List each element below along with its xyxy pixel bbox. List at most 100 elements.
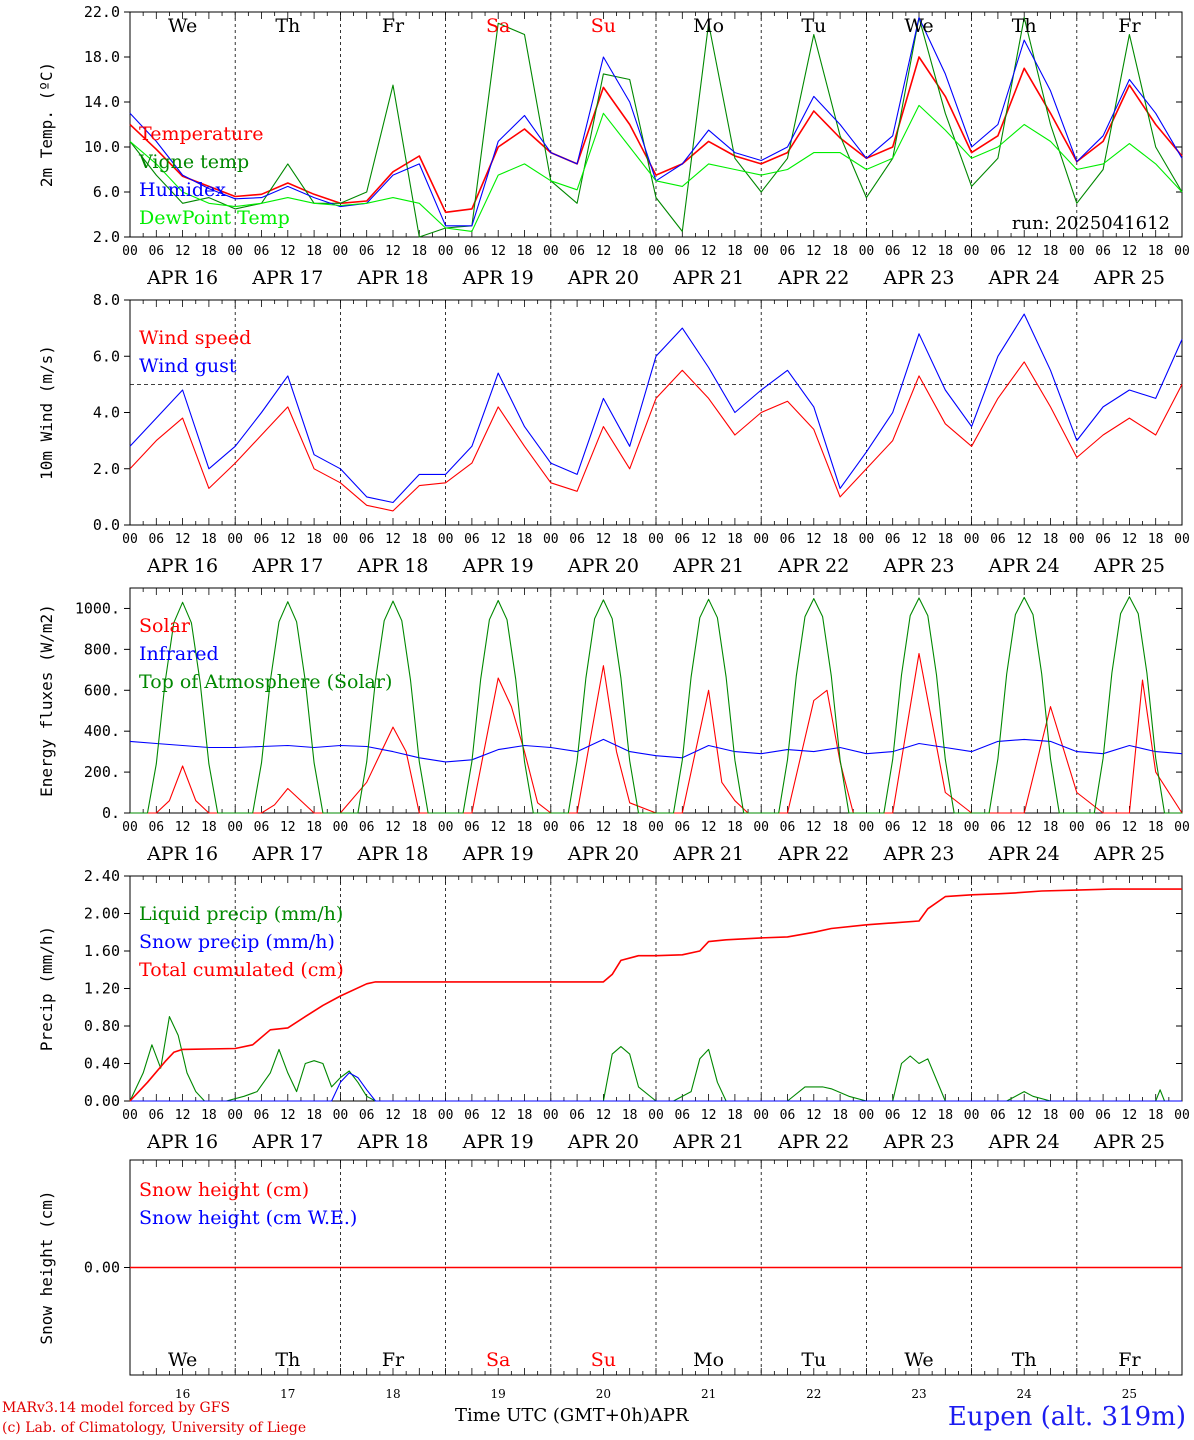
hour-tick-label: 18 [937,244,953,259]
date-label: APR 17 [251,267,323,289]
y-tick-label: 2.00 [84,905,120,923]
hour-tick-label: 00 [543,532,559,547]
hour-tick-label: 18 [727,532,743,547]
hour-tick-label: 00 [122,532,138,547]
weekday-label: Th [1012,1349,1037,1371]
day-number-label: 22 [806,1387,821,1401]
hour-tick-label: 18 [201,1108,217,1123]
hour-tick-label: 00 [122,1108,138,1123]
hour-tick-label: 18 [1148,820,1164,835]
date-label: APR 25 [1093,555,1165,577]
hour-tick-label: 06 [990,532,1006,547]
hour-tick-label: 06 [254,244,270,259]
hour-tick-label: 06 [569,532,585,547]
hour-tick-label: 00 [1069,820,1085,835]
legend-entry: Liquid precip (mm/h) [139,903,343,925]
hour-tick-label: 06 [780,244,796,259]
hour-tick-label: 00 [753,1108,769,1123]
day-number-label: 23 [911,1387,926,1401]
hour-tick-label: 18 [306,532,322,547]
date-label: APR 22 [777,1131,849,1153]
hour-tick-label: 12 [385,820,401,835]
hour-tick-label: 18 [727,820,743,835]
legend-entry: Snow height (cm) [139,1179,309,1201]
date-label: APR 25 [1093,843,1165,865]
hour-tick-label: 06 [1095,244,1111,259]
hour-tick-label: 12 [701,244,717,259]
hour-tick-label: 12 [911,532,927,547]
y-tick-label: 10.0 [84,138,120,156]
hour-tick-label: 18 [201,820,217,835]
date-label: APR 24 [988,267,1060,289]
hour-tick-label: 00 [333,1108,349,1123]
hour-tick-label: 00 [964,820,980,835]
hour-tick-label: 00 [859,532,875,547]
hour-tick-label: 12 [596,820,612,835]
y-tick-label: 200. [84,763,120,781]
weekday-label: Sa [486,15,510,37]
y-axis-title: Energy fluxes (W/m2) [37,604,56,797]
y-tick-label: 6.0 [93,347,120,365]
hour-tick-label: 00 [648,1108,664,1123]
date-label: APR 16 [146,1131,218,1153]
hour-tick-label: 06 [990,820,1006,835]
hour-tick-label: 00 [1174,820,1190,835]
weekday-label: We [904,15,933,37]
legend-entry: Wind gust [139,355,237,377]
date-label: APR 21 [672,843,744,865]
hour-tick-label: 12 [911,244,927,259]
hour-tick-label: 12 [280,244,296,259]
hour-tick-label: 12 [175,820,191,835]
date-label: APR 25 [1093,1131,1165,1153]
hour-tick-label: 06 [990,244,1006,259]
hour-tick-label: 12 [280,532,296,547]
hour-tick-label: 06 [885,820,901,835]
legend-entry: Temperature [139,123,263,145]
date-label: APR 20 [567,267,639,289]
y-tick-label: 800. [84,640,120,658]
legend-entry: Solar [139,615,191,637]
hour-tick-label: 06 [569,244,585,259]
wind-frame [129,299,1183,526]
hour-tick-label: 00 [1069,532,1085,547]
hour-tick-label: 06 [780,1108,796,1123]
y-tick-label: 18.0 [84,48,120,66]
hour-tick-label: 00 [753,244,769,259]
x-axis-month: APR [649,1405,689,1426]
day-number-label: 21 [701,1387,716,1401]
date-label: APR 18 [356,1131,428,1153]
y-tick-label: 0.00 [84,1259,120,1277]
day-number-label: 20 [596,1387,611,1401]
hour-tick-label: 00 [333,532,349,547]
hour-tick-label: 06 [464,1108,480,1123]
y-tick-label: 0.80 [84,1017,120,1035]
hour-tick-label: 00 [227,1108,243,1123]
hour-tick-label: 12 [1016,244,1032,259]
hour-tick-label: 06 [990,1108,1006,1123]
date-label: APR 18 [356,843,428,865]
hour-tick-label: 06 [359,532,375,547]
hour-tick-label: 06 [780,532,796,547]
weekday-label: Th [1012,15,1037,37]
hour-tick-label: 00 [964,1108,980,1123]
hour-tick-label: 12 [596,532,612,547]
credit-model: MARv3.14 model forced by GFS [2,1400,231,1416]
hour-tick-label: 18 [201,244,217,259]
hour-tick-label: 12 [385,532,401,547]
weekday-label: Tu [801,1349,826,1371]
hour-tick-label: 18 [727,1108,743,1123]
hour-tick-label: 12 [596,244,612,259]
hour-tick-label: 00 [859,244,875,259]
hour-tick-label: 06 [254,1108,270,1123]
legend-entry: DewPoint Temp [139,207,290,229]
y-tick-label: 8.0 [93,291,120,309]
weekday-label: Mo [693,15,724,37]
weekday-label: We [168,1349,197,1371]
weekday-label: We [168,15,197,37]
y-tick-label: 0.40 [84,1055,120,1073]
hour-tick-label: 12 [1122,532,1138,547]
hour-tick-label: 12 [280,1108,296,1123]
hour-tick-label: 18 [1148,244,1164,259]
day-number-label: 25 [1122,1387,1137,1401]
temp-panel: 2.0 6.0 10.0 14.0 18.0 22.0 2m Temp. (ºC) Tempe… [37,3,1190,289]
